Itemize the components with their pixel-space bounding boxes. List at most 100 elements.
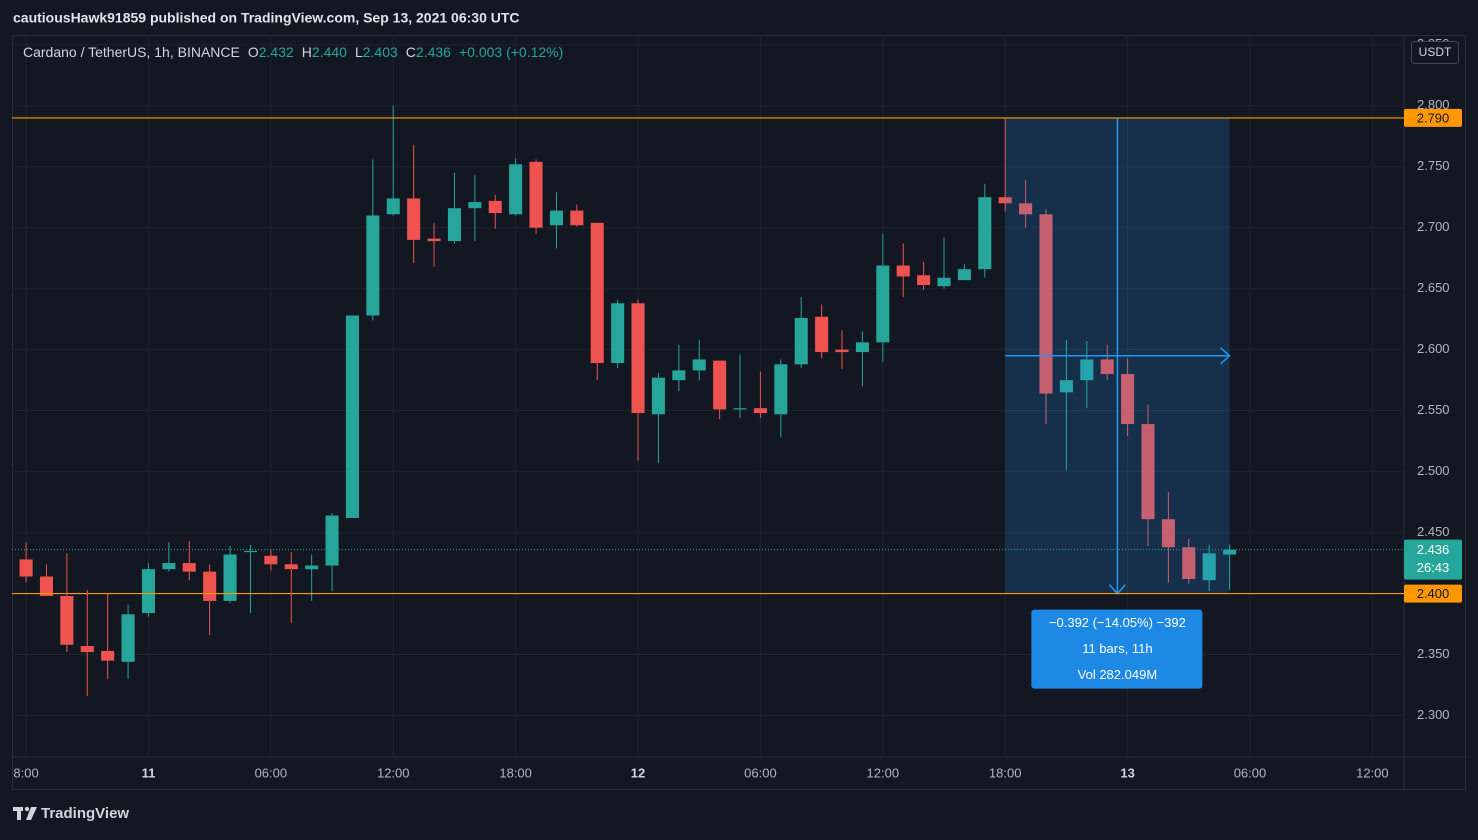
candle-body — [794, 317, 808, 365]
candle-body — [366, 215, 380, 316]
currency-button[interactable] — [1411, 41, 1459, 64]
candle-body — [917, 275, 931, 286]
x-tick-label: 06:00 — [744, 765, 777, 780]
candle-body — [345, 315, 359, 518]
x-tick-label: 18:00 — [499, 765, 532, 780]
legend-value: 2.436 — [416, 44, 451, 60]
candle-body — [733, 408, 747, 410]
publish-info: cautiousHawk91859 published on TradingVi… — [13, 10, 520, 26]
candle-body — [223, 554, 237, 601]
candle-body — [876, 265, 890, 343]
legend-key: C — [406, 44, 416, 60]
candle-body — [447, 208, 461, 242]
y-tick-label: 2.500 — [1417, 463, 1450, 478]
symbol: Cardano / TetherUS, 1h, BINANCE — [23, 44, 240, 60]
y-tick-label: 2.700 — [1417, 219, 1450, 234]
candle-body — [713, 360, 727, 410]
candle-body — [1019, 203, 1033, 215]
candle-body — [1100, 359, 1114, 375]
candle-body — [1141, 424, 1155, 520]
candle-body — [386, 198, 400, 215]
candle-body — [264, 555, 278, 565]
y-tick-label: 2.350 — [1417, 646, 1450, 661]
measure-info: Vol 282.049M — [1078, 667, 1158, 682]
x-tick-label: 18:00 — [989, 765, 1022, 780]
last-price-box — [1404, 539, 1462, 580]
candle-body — [957, 269, 971, 281]
candle-body — [855, 342, 869, 353]
symbol-legend: Cardano / TetherUS, 1h, BINANCE O2.432 H2.… — [23, 44, 563, 60]
x-tick-label: 06:00 — [1234, 765, 1267, 780]
candle-body — [631, 303, 645, 414]
x-tick-label: 13 — [1120, 765, 1134, 780]
legend-change: +0.003 (+0.12%) — [459, 44, 563, 60]
candle-body — [651, 377, 665, 415]
x-tick-label: 12:00 — [1356, 765, 1389, 780]
candle-body — [529, 161, 543, 228]
y-tick-label: 2.600 — [1417, 341, 1450, 356]
legend-value: 2.403 — [363, 44, 398, 60]
candle-body — [509, 164, 523, 215]
price-label: 2.790 — [1417, 110, 1450, 125]
candle-body — [60, 596, 74, 645]
candle-body — [835, 349, 849, 353]
measure-arrow-head — [1220, 347, 1231, 365]
x-tick-label: 06:00 — [255, 765, 288, 780]
candle-body — [141, 569, 155, 614]
candle-body — [488, 200, 502, 214]
currency-label[interactable]: USDT — [1419, 45, 1452, 59]
candle-body — [243, 550, 257, 553]
legend-key: O — [248, 44, 259, 60]
chart-frame — [12, 35, 1466, 790]
last-price-label: 2.436 — [1417, 542, 1450, 557]
candle-body — [978, 197, 992, 270]
footer-logo — [13, 806, 37, 820]
candle-body — [1161, 519, 1175, 548]
candle-body — [549, 210, 563, 226]
candle-body — [468, 202, 482, 209]
y-tick-label: 2.650 — [1417, 280, 1450, 295]
price-label: 2.400 — [1417, 586, 1450, 601]
candle-body — [1080, 359, 1094, 381]
candle-body — [590, 222, 604, 364]
candle-body — [611, 303, 625, 364]
candle-body — [672, 370, 686, 381]
candle-body — [305, 565, 319, 570]
y-tick-label: 2.800 — [1417, 97, 1450, 112]
candle-body — [1182, 547, 1196, 579]
measure-info-box — [1031, 609, 1203, 689]
countdown: 26:43 — [1417, 560, 1450, 575]
candle-body — [121, 614, 135, 662]
candle-body — [162, 563, 176, 570]
candle-body — [896, 265, 910, 277]
x-tick-label: 12:00 — [377, 765, 410, 780]
candle-body — [284, 564, 298, 570]
candle-body — [1059, 380, 1073, 393]
candle-body — [1223, 549, 1237, 555]
legend-key: H — [302, 44, 312, 60]
candle-body — [203, 571, 217, 601]
candle-body — [1121, 374, 1135, 425]
candle-body — [325, 515, 339, 566]
x-tick-label: 11 — [142, 765, 156, 780]
measure-info: −0.392 (−14.05%) −392 — [1049, 615, 1186, 630]
candle-body — [570, 210, 584, 226]
candle-body — [101, 650, 115, 661]
x-tick-label: 8:00 — [13, 765, 38, 780]
candle-body — [19, 559, 33, 577]
y-tick-label: 2.550 — [1417, 402, 1450, 417]
candle-body — [937, 277, 951, 287]
legend-value: 2.440 — [312, 44, 347, 60]
legend-key: L — [355, 44, 363, 60]
legend-value: 2.432 — [259, 44, 294, 60]
y-tick-label: 2.300 — [1417, 707, 1450, 722]
candle-body — [1039, 214, 1053, 394]
price-label-box — [1404, 584, 1462, 603]
price-label-box — [1404, 108, 1462, 127]
x-tick-label: 12 — [631, 765, 645, 780]
candle-body — [815, 316, 829, 353]
measure-info: 11 bars, 11h — [1082, 641, 1152, 656]
y-tick-label: 2.750 — [1417, 158, 1450, 173]
footer-brand: TradingView — [41, 805, 129, 822]
